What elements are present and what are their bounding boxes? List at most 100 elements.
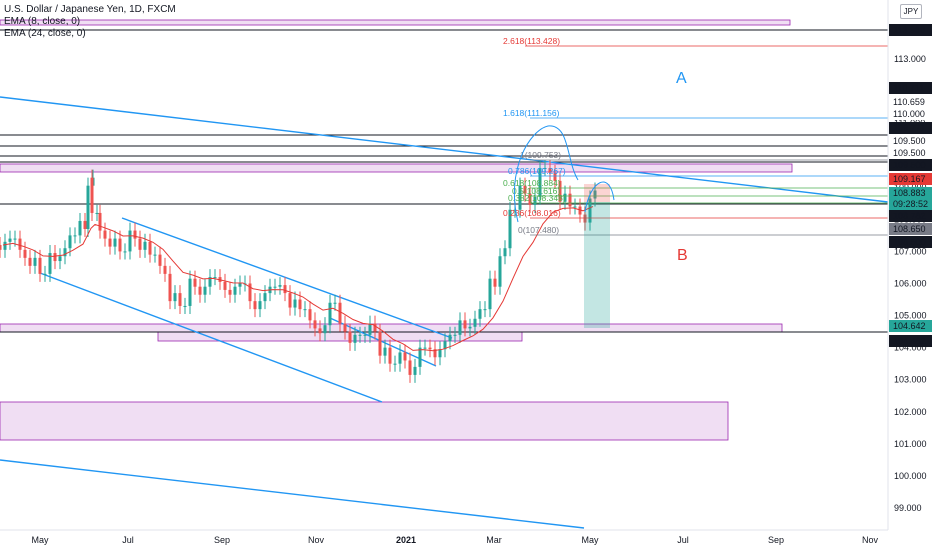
candle-body <box>413 366 417 375</box>
candle-body <box>483 309 487 311</box>
candle-body <box>278 285 282 287</box>
x-tick-label: Jul <box>122 535 134 545</box>
y-tick-label: 105.000 <box>894 311 927 321</box>
price-label: 104.642 <box>893 321 926 331</box>
candle-body <box>103 230 107 239</box>
candle-body <box>588 198 592 223</box>
candle-body <box>263 293 267 302</box>
y-tick-label: 113.000 <box>894 54 926 64</box>
fib-levels: 2.618(113.428) 1.618(111.156) 1(109.753) 0.… <box>503 36 888 328</box>
y-tick-label: 103.000 <box>894 375 927 385</box>
candle-body <box>198 286 202 295</box>
candle-body <box>353 334 357 343</box>
x-tick-label: 2021 <box>396 535 416 545</box>
price-label-bg <box>889 236 932 248</box>
candle-body <box>348 331 352 343</box>
candle-body <box>123 251 127 253</box>
candle-body <box>343 323 347 332</box>
trendline <box>329 317 437 367</box>
ema-24-label: EMA (24, close, 0) <box>4 28 86 39</box>
candle-body <box>133 230 137 239</box>
candle-body <box>388 347 392 364</box>
candle-body <box>128 230 132 252</box>
candle-body <box>213 277 217 279</box>
zones <box>0 19 793 441</box>
candle-body <box>63 248 67 257</box>
ema-line <box>2 206 594 352</box>
candle-body <box>33 257 37 266</box>
candle-body <box>458 320 462 335</box>
price-label-bg <box>889 335 932 347</box>
candle-body <box>28 257 32 266</box>
trendline <box>39 272 383 403</box>
price-label: 109.771 <box>893 123 926 133</box>
candle-body <box>58 256 62 262</box>
candle-body <box>423 347 427 349</box>
candle-body <box>328 302 332 326</box>
candle-body <box>108 238 112 247</box>
candle-body <box>228 289 232 295</box>
x-tick-label: Nov <box>862 535 879 545</box>
price-label: 108.883 <box>893 188 926 198</box>
candle-body <box>318 328 322 334</box>
candle-body <box>418 347 422 367</box>
price-label-bg <box>889 320 932 332</box>
candle-body <box>173 293 177 302</box>
candle-body <box>113 238 117 247</box>
annotation-b: B <box>677 247 688 264</box>
candle-body <box>38 257 42 274</box>
candle-body <box>363 334 367 336</box>
candle-body <box>53 253 57 262</box>
candle-body <box>98 212 102 231</box>
candle-body <box>183 305 187 307</box>
candle-body <box>358 334 362 336</box>
fib-label: 1(109.753) <box>520 150 561 160</box>
candle-body <box>433 349 437 358</box>
price-label: 110.711 <box>893 83 924 93</box>
support-resistance-zone <box>0 323 783 333</box>
candle-body <box>563 193 567 202</box>
candle-body <box>393 363 397 365</box>
candle-body <box>593 190 597 199</box>
candle-body <box>188 278 192 306</box>
candle-body <box>383 347 387 356</box>
candle-body <box>178 293 182 306</box>
candle-body <box>258 301 262 310</box>
candle-body <box>78 220 82 236</box>
price-label: 108.500 <box>893 237 926 247</box>
price-label-bg <box>889 147 932 159</box>
candle-body <box>8 238 12 242</box>
candle-body <box>163 265 167 274</box>
support-resistance-zone <box>157 331 523 342</box>
candle-body <box>208 277 212 287</box>
price-label-bg <box>889 187 932 199</box>
x-tick-label: Sep <box>768 535 784 545</box>
support-resistance-zone <box>0 401 729 441</box>
currency-badge[interactable]: JPY <box>900 4 922 19</box>
candle-body <box>333 302 337 304</box>
candle-body <box>238 283 242 287</box>
candle-body <box>373 323 377 332</box>
candle-body <box>338 302 342 324</box>
candle-body <box>498 256 502 287</box>
candle-body <box>158 254 162 266</box>
candle-body <box>463 320 467 329</box>
candle-body <box>578 206 582 215</box>
candle-body <box>448 334 452 342</box>
fib-label: 0.5(108.616) <box>512 186 560 196</box>
candle-body <box>0 245 2 250</box>
candle-body <box>538 168 542 197</box>
price-label: 104.482 <box>893 336 926 346</box>
candle-body <box>523 185 527 194</box>
candle-body <box>283 285 287 294</box>
fib-label: 0.786(109.267) <box>508 166 566 176</box>
candle-body <box>293 299 297 308</box>
arc <box>513 125 579 223</box>
candle-body <box>148 241 152 255</box>
y-tick-label: 100.000 <box>894 471 927 481</box>
y-tick-label: 104.000 <box>894 343 927 353</box>
candle-body <box>138 238 142 250</box>
target-zone <box>584 202 610 328</box>
candle-body <box>233 286 237 295</box>
